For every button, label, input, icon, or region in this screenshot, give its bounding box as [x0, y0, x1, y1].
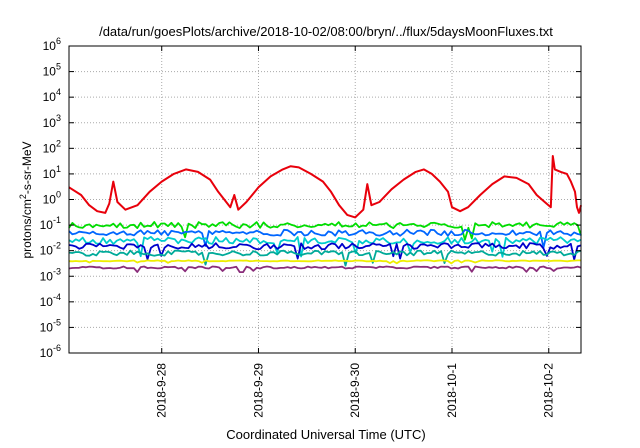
series-line-4: [68, 236, 582, 258]
y-tick-label: 10-1: [40, 215, 61, 232]
y-label-post: -s-sr-MeV: [20, 141, 34, 194]
y-tick-label: 10-2: [40, 241, 61, 258]
y-label-sup: 2: [18, 194, 28, 199]
y-tick-exponent: 3: [56, 113, 61, 123]
series-line-8: [68, 265, 582, 273]
y-tick-exponent: -5: [53, 317, 61, 327]
y-tick-exponent: -2: [53, 241, 61, 251]
x-tick-label: 2018-9-30: [348, 363, 362, 418]
series-line-5: [68, 242, 582, 261]
y-tick-base: 10: [43, 65, 57, 79]
y-tick-label: 102: [43, 138, 61, 155]
x-tick-label: 2018-9-29: [251, 363, 265, 418]
x-tick-label: 2018-10-2: [542, 363, 556, 418]
series-group: [68, 155, 582, 273]
y-tick-label: 105: [43, 62, 61, 79]
series-line-6: [68, 249, 582, 267]
y-axis: 10610510410310210110010-110-210-310-410-…: [40, 36, 581, 360]
y-tick-label: 106: [43, 36, 61, 53]
chart-title: /data/run/goesPlots/archive/2018-10-02/0…: [99, 24, 553, 39]
y-tick-base: 10: [43, 90, 57, 104]
y-tick-base: 10: [40, 269, 54, 283]
y-tick-label: 10-5: [40, 317, 61, 334]
x-axis-label: Coordinated Universal Time (UTC): [226, 427, 425, 442]
y-tick-base: 10: [43, 141, 57, 155]
y-tick-base: 10: [40, 320, 54, 334]
y-axis-label: protons/cm2-s-sr-MeV: [18, 141, 34, 258]
series-line-7: [68, 259, 581, 265]
y-tick-base: 10: [43, 167, 57, 181]
y-tick-exponent: -3: [53, 266, 61, 276]
y-tick-exponent: -1: [53, 215, 61, 225]
grid: [69, 46, 581, 353]
y-tick-base: 10: [40, 346, 54, 360]
y-tick-exponent: 1: [56, 164, 61, 174]
y-tick-label: 104: [43, 87, 61, 104]
y-tick-exponent: 6: [56, 36, 61, 46]
y-tick-base: 10: [43, 39, 57, 53]
y-tick-exponent: -6: [53, 343, 61, 353]
y-tick-exponent: -4: [53, 292, 61, 302]
y-tick-base: 10: [43, 116, 57, 130]
y-tick-base: 10: [40, 295, 54, 309]
y-tick-label: 10-6: [40, 343, 61, 360]
y-tick-exponent: 2: [56, 138, 61, 148]
y-tick-base: 10: [43, 193, 57, 207]
y-tick-label: 103: [43, 113, 61, 130]
y-tick-label: 10-4: [40, 292, 61, 309]
x-axis: 2018-9-28 2018-9-29 2018-9-30 2018-10-1 2018…: [155, 46, 556, 418]
y-tick-exponent: 4: [56, 87, 61, 97]
y-tick-exponent: 0: [56, 190, 61, 200]
series-line-1: [68, 155, 582, 219]
x-tick-label: 2018-10-1: [445, 363, 459, 418]
y-tick-label: 100: [43, 190, 61, 207]
y-tick-label: 10-3: [40, 266, 61, 283]
y-tick-base: 10: [40, 244, 54, 258]
y-tick-exponent: 5: [56, 62, 61, 72]
y-tick-label: 101: [43, 164, 61, 181]
y-label-pre: protons/cm: [20, 199, 34, 258]
x-tick-label: 2018-9-28: [155, 363, 169, 418]
y-tick-base: 10: [40, 218, 54, 232]
series-line-3: [68, 228, 582, 249]
series-line-2: [68, 221, 582, 241]
